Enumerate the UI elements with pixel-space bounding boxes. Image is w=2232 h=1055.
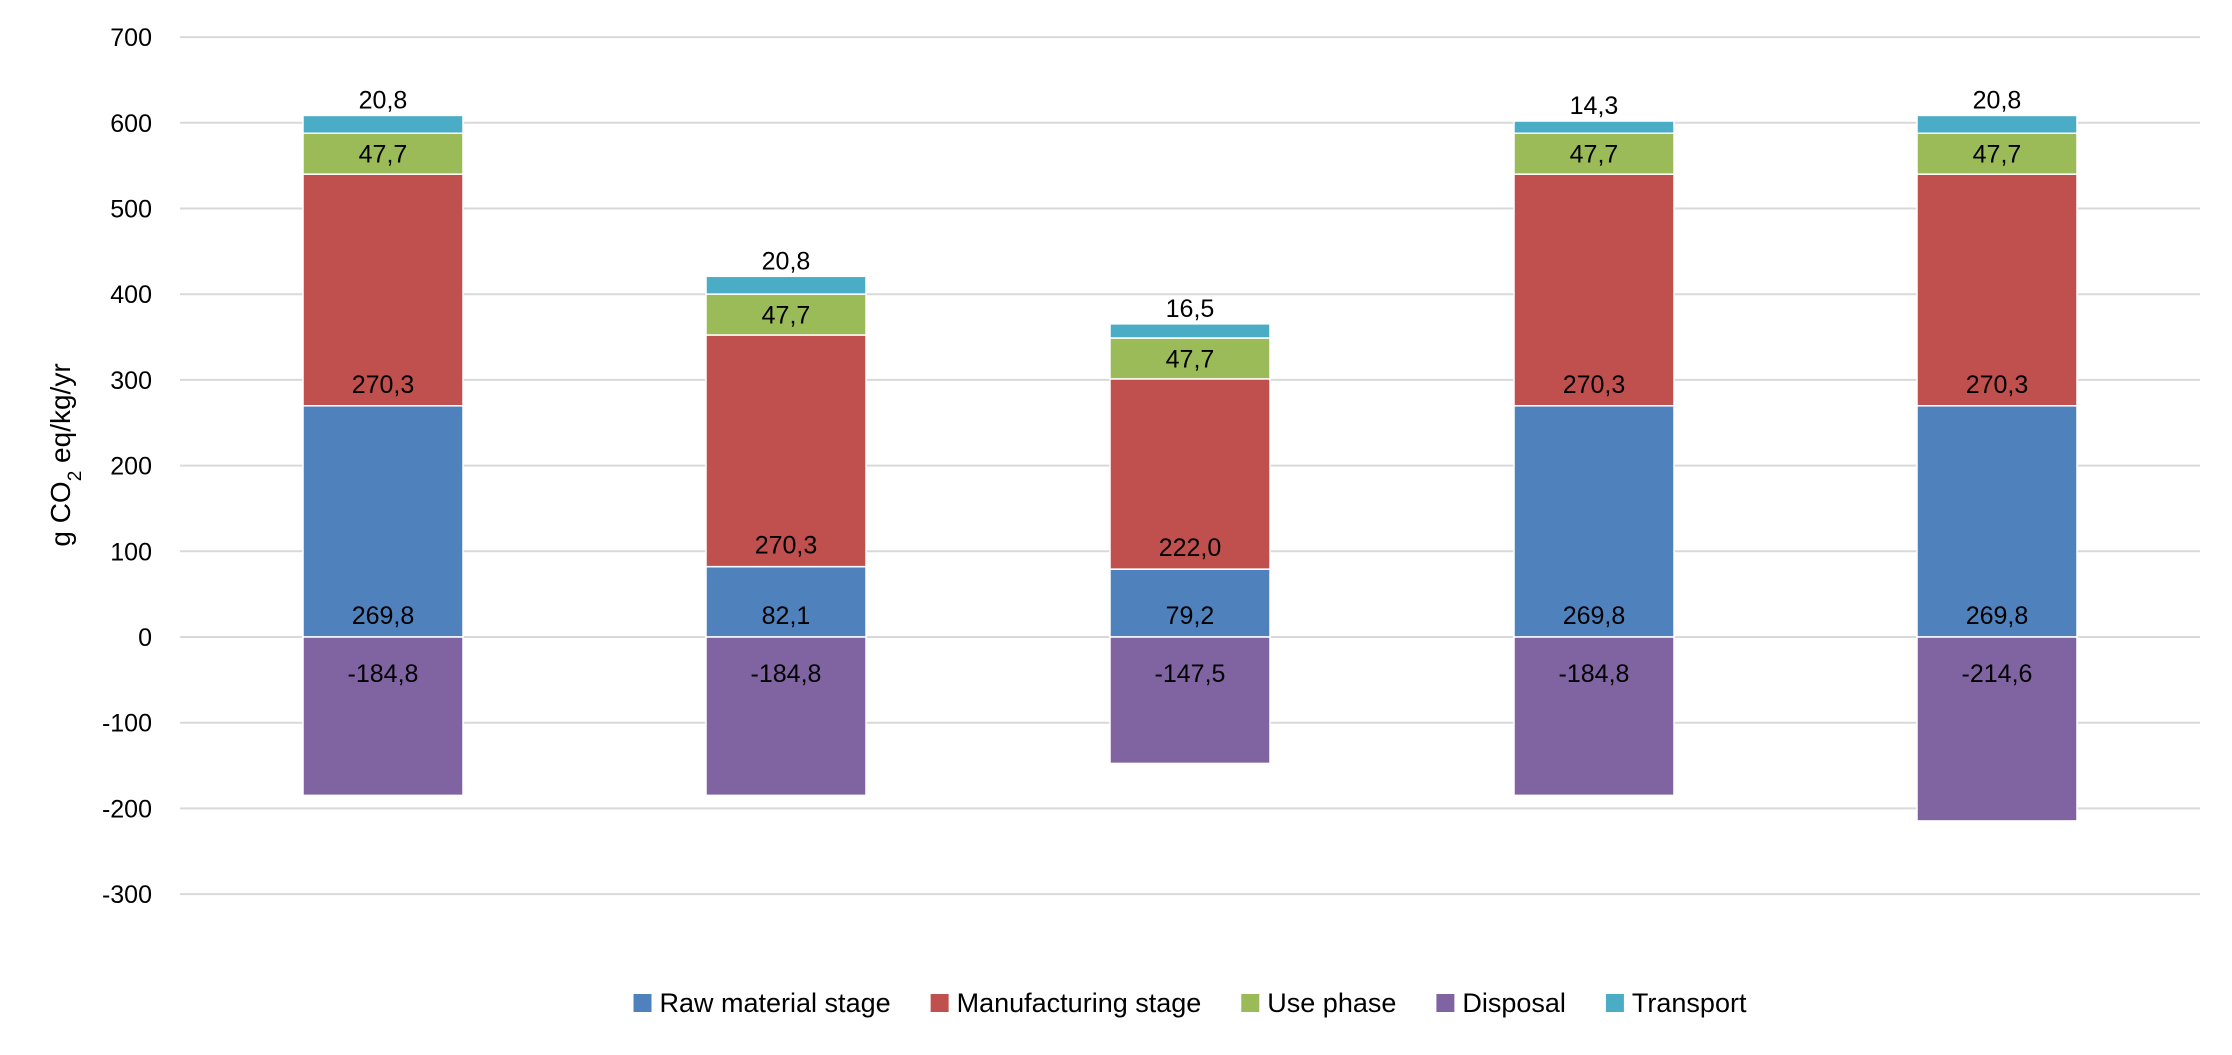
y-tick-label: 700 (110, 24, 152, 52)
y-axis-title: g CO2 eq/kg/yr (45, 363, 86, 546)
bar-segment-manufacturing-stage (705, 334, 867, 568)
bar-segment-transport (1916, 114, 2078, 135)
data-label-disposal: -214,6 (1962, 660, 2033, 688)
bar-segment-raw-material-stage (705, 565, 867, 638)
y-axis-title-prefix: g CO (45, 481, 76, 546)
legend-label-use-phase: Use phase (1267, 988, 1396, 1018)
bar-segment-manufacturing-stage (1109, 378, 1271, 570)
data-label-disposal: -147,5 (1155, 660, 1226, 688)
data-label-disposal: -184,8 (348, 660, 419, 688)
bars (302, 114, 2078, 822)
legend-swatch-raw-material-stage (633, 994, 652, 1012)
y-tick-label: 300 (110, 367, 152, 395)
bar-segment-transport (302, 114, 464, 135)
bar-segment-disposal (1513, 636, 1675, 797)
bar-segment-transport (1513, 120, 1675, 135)
data-label-transport: 20,8 (359, 86, 408, 114)
bar-segment-raw-material-stage (1109, 568, 1271, 638)
legend-label-raw-material-stage: Raw material stage (660, 988, 891, 1018)
data-label-raw-material-stage: 269,8 (1966, 602, 2029, 630)
y-tick-label: 500 (110, 196, 152, 224)
bar-segment-disposal (1916, 636, 2078, 822)
y-tick-label: 100 (110, 538, 152, 566)
data-label-transport: 16,5 (1166, 295, 1215, 323)
bar-segment-manufacturing-stage (302, 173, 464, 407)
y-tick-label: 200 (110, 453, 152, 481)
y-tick-label: 400 (110, 281, 152, 309)
bar-segment-raw-material-stage (1916, 405, 2078, 638)
bar-segment-manufacturing-stage (1916, 173, 2078, 407)
data-labels: 269,8 270,3 47,7 -184,8 20,8 82,1 270,3 47,7 -18… (348, 86, 2033, 688)
bar-segment-use-phase (1109, 337, 1271, 380)
y-tick-label: -100 (102, 710, 152, 738)
data-label-raw-material-stage: 269,8 (1563, 602, 1626, 630)
data-label-raw-material-stage: 79,2 (1166, 602, 1215, 630)
bar-segment-raw-material-stage (1513, 405, 1675, 638)
data-label-use-phase: 47,7 (359, 141, 408, 169)
legend-label-manufacturing-stage: Manufacturing stage (957, 988, 1202, 1018)
data-label-disposal: -184,8 (1559, 660, 1630, 688)
data-label-manufacturing-stage: 270,3 (352, 371, 415, 399)
data-label-manufacturing-stage: 222,0 (1159, 534, 1222, 562)
legend-swatch-use-phase (1241, 994, 1260, 1012)
data-label-raw-material-stage: 269,8 (352, 602, 415, 630)
y-tick-label: 0 (138, 624, 152, 652)
legend-swatch-manufacturing-stage (930, 994, 949, 1012)
data-label-use-phase: 47,7 (1973, 141, 2022, 169)
data-label-transport: 14,3 (1570, 92, 1619, 120)
legend-swatch-transport (1605, 994, 1624, 1012)
legend-label-disposal: Disposal (1462, 988, 1566, 1018)
bar-segment-transport (705, 275, 867, 295)
bar-segment-transport (1109, 323, 1271, 339)
y-axis-title-subscript: 2 (65, 471, 86, 482)
bar-segment-raw-material-stage (302, 405, 464, 638)
data-label-manufacturing-stage: 270,3 (1966, 371, 2029, 399)
legend: Raw material stage Manufacturing stage Use… (633, 988, 1747, 1018)
data-label-use-phase: 47,7 (1570, 141, 1619, 169)
y-tick-label: 600 (110, 110, 152, 138)
data-label-manufacturing-stage: 270,3 (755, 532, 818, 560)
bar-segment-disposal (302, 636, 464, 797)
bar-segment-disposal (1109, 636, 1271, 765)
data-label-manufacturing-stage: 270,3 (1563, 371, 1626, 399)
data-label-use-phase: 47,7 (762, 302, 811, 330)
bar-segment-use-phase (1916, 132, 2078, 175)
data-label-transport: 20,8 (1973, 86, 2022, 114)
data-label-transport: 20,8 (762, 247, 811, 275)
data-label-disposal: -184,8 (751, 660, 822, 688)
legend-label-transport: Transport (1632, 988, 1747, 1018)
legend-swatch-disposal (1436, 994, 1455, 1012)
data-label-raw-material-stage: 82,1 (762, 602, 811, 630)
data-label-use-phase: 47,7 (1166, 345, 1215, 373)
y-axis-title-suffix: eq/kg/yr (45, 363, 76, 470)
y-tick-label: -300 (102, 881, 152, 909)
y-tick-label: -200 (102, 795, 152, 823)
y-axis-tick-labels: 700 600 500 400 300 200 100 0 -100 -200 -300 (102, 24, 152, 909)
bar-segment-disposal (705, 636, 867, 797)
bar-segment-manufacturing-stage (1513, 173, 1675, 407)
bar-segment-use-phase (302, 132, 464, 175)
